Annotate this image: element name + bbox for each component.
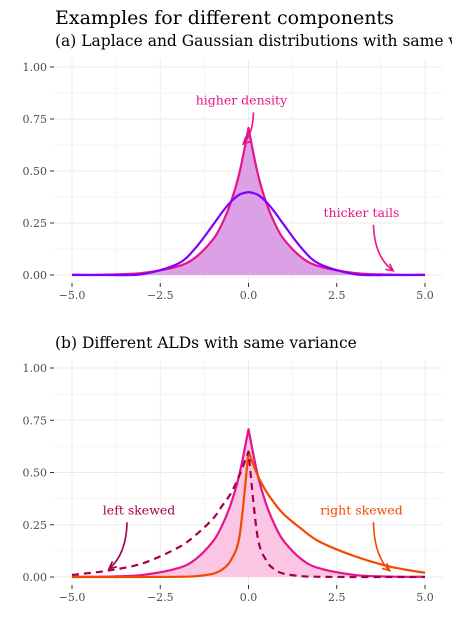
y-tick-label: 0.50 (23, 165, 48, 178)
x-tick-label: 2.5 (328, 289, 346, 302)
figure-title: Examples for different components (55, 7, 394, 29)
x-tick-label: 5.0 (416, 591, 434, 604)
annotation-arrow (242, 112, 255, 145)
series-line-laplace (71, 126, 426, 276)
x-tick-label: −5.0 (59, 289, 86, 302)
panel-b-title: (b) Different ALDs with same variance (55, 334, 357, 352)
annotation-label: thicker tails (324, 205, 400, 220)
y-tick-label: 1.00 (23, 362, 48, 375)
x-tick-label: −5.0 (59, 591, 86, 604)
density-area-laplace (72, 127, 425, 275)
panel-a-title: (a) Laplace and Gaussian distributions w… (55, 32, 452, 50)
series-line-gaussian (71, 190, 426, 277)
x-tick-label: 5.0 (416, 289, 434, 302)
y-tick-label: 0.75 (23, 113, 48, 126)
annotation-label: higher density (196, 92, 288, 107)
x-tick-label: 0.0 (240, 289, 258, 302)
annotation-arrowhead (381, 562, 392, 572)
series-line-laplace (71, 428, 426, 578)
annotation-arrow (108, 522, 128, 570)
x-tick-label: −2.5 (147, 289, 174, 302)
y-tick-label: 0.50 (23, 467, 48, 480)
annotation-arrowhead (241, 136, 252, 146)
density-area-laplace (72, 429, 425, 577)
annotation-label: right skewed (320, 502, 403, 517)
annotation-arrow (372, 522, 391, 572)
x-tick-label: 0.0 (240, 591, 258, 604)
panel-b-plot: −5.0 −2.5 0.0 2.5 5.0 0.00 0.25 0.50 0.75 1.00 lef… (23, 360, 443, 604)
y-tick-label: 1.00 (23, 61, 48, 74)
series-line-ald_left (71, 450, 425, 579)
y-tick-label: 0.75 (23, 414, 48, 427)
annotation-arrowhead (385, 263, 395, 272)
panel-a-plot: −5.0 −2.5 0.0 2.5 5.0 0.00 0.25 0.50 0.75 1.00 hig… (23, 59, 443, 302)
y-tick-label: 0.25 (23, 217, 48, 230)
y-tick-label: 0.25 (23, 519, 48, 532)
x-tick-label: −2.5 (147, 591, 174, 604)
annotation-arrowhead (107, 561, 118, 570)
y-tick-label: 0.00 (23, 571, 48, 584)
annotation-label: left skewed (103, 502, 176, 517)
annotation-arrow (372, 224, 394, 272)
x-tick-label: 2.5 (328, 591, 346, 604)
y-tick-label: 0.00 (23, 269, 48, 282)
